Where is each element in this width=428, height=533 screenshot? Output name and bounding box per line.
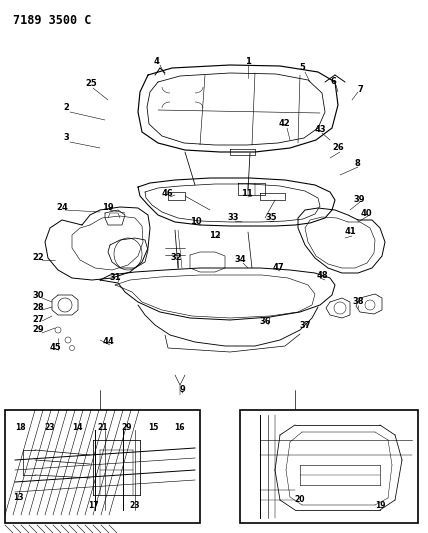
Text: 47: 47 [272,263,284,272]
Text: 4: 4 [154,58,160,67]
Text: 46: 46 [161,190,173,198]
Text: 40: 40 [360,208,372,217]
Text: 25: 25 [85,78,97,87]
Text: 37: 37 [299,320,311,329]
Text: 23: 23 [130,502,140,511]
Text: 35: 35 [265,214,277,222]
Text: 6: 6 [330,77,336,86]
Text: 33: 33 [227,214,239,222]
Bar [5,410,200,523]
Text: 29: 29 [32,326,44,335]
Text: 5: 5 [299,63,305,72]
Text: 8: 8 [354,158,360,167]
Bar [240,410,418,523]
Text: 27: 27 [32,314,44,324]
Text: 19: 19 [102,203,114,212]
Text: 20: 20 [295,496,305,505]
Text: 22: 22 [32,253,44,262]
Text: 2: 2 [63,103,69,112]
Text: 38: 38 [352,297,364,306]
Text: 28: 28 [32,303,44,312]
Text: 14: 14 [72,423,82,432]
Text: 23: 23 [45,423,55,432]
Text: 48: 48 [316,271,328,280]
Text: 39: 39 [353,195,365,204]
Text: 31: 31 [109,273,121,282]
Text: 11: 11 [241,189,253,198]
Text: 9: 9 [180,385,186,394]
Text: 24: 24 [56,203,68,212]
Text: 30: 30 [32,290,44,300]
Text: 12: 12 [209,230,221,239]
Text: 18: 18 [15,423,25,432]
Text: 42: 42 [278,119,290,128]
Text: 29: 29 [122,423,132,432]
Text: 15: 15 [148,423,158,432]
Text: 19: 19 [375,500,385,510]
Text: 3: 3 [63,133,69,142]
Text: 36: 36 [259,318,271,327]
Text: 44: 44 [102,337,114,346]
Text: 7189 3500 C: 7189 3500 C [13,14,91,27]
Text: 10: 10 [190,216,202,225]
Text: 16: 16 [174,423,184,432]
Text: 34: 34 [234,255,246,264]
Text: 1: 1 [245,58,251,67]
Text: 45: 45 [49,343,61,352]
Text: 26: 26 [332,143,344,152]
Text: 41: 41 [344,228,356,237]
Text: 13: 13 [13,494,23,503]
Text: 21: 21 [98,423,108,432]
Text: 43: 43 [314,125,326,134]
Text: 32: 32 [170,253,182,262]
Text: 7: 7 [357,85,363,94]
Text: 17: 17 [88,502,98,511]
